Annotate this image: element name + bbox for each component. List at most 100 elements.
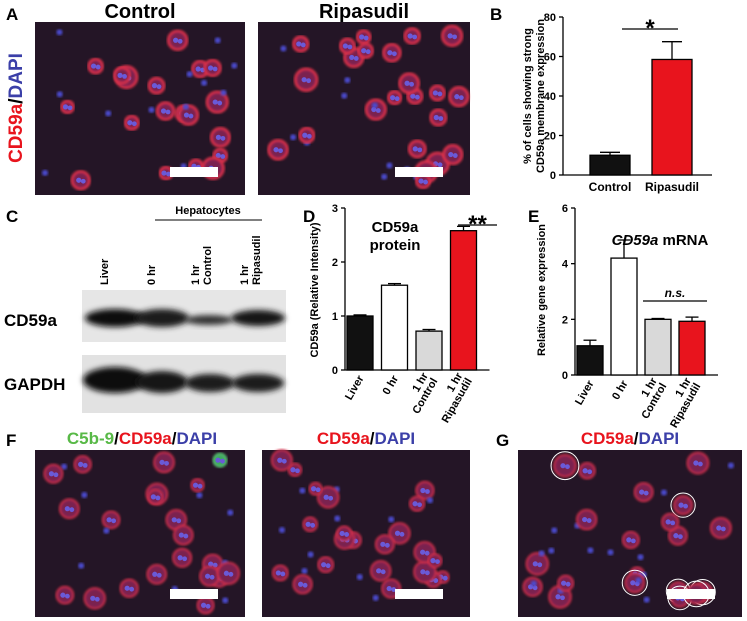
line: Control — [202, 246, 214, 285]
nucleus — [161, 170, 167, 176]
nucleus — [182, 556, 188, 562]
nucleus — [384, 542, 390, 548]
panel-label: C — [6, 207, 18, 226]
band — [185, 315, 233, 325]
nucleus — [215, 134, 222, 140]
nucleus — [278, 148, 283, 154]
group-label: Hepatocytes — [175, 205, 240, 217]
nucleus — [418, 178, 424, 184]
y-tick-label: 80 — [544, 12, 556, 24]
stain-part: DAPI — [6, 53, 27, 98]
image-title: Control — [104, 1, 175, 23]
nucleus — [424, 550, 430, 556]
nucleus — [339, 530, 345, 537]
nucleus — [208, 561, 214, 567]
nucleus — [420, 549, 426, 555]
nucleus — [371, 102, 378, 109]
nucleus — [356, 573, 363, 580]
nucleus — [582, 516, 588, 523]
nucleus — [64, 593, 70, 599]
nucleus — [212, 99, 218, 105]
nucleus — [342, 43, 348, 49]
nucleus — [301, 77, 307, 83]
nucleus — [334, 515, 341, 522]
nucleus — [122, 73, 127, 79]
nucleus — [56, 91, 63, 98]
nucleus — [69, 507, 75, 513]
nucleus — [67, 105, 73, 111]
nucleus — [437, 162, 443, 168]
y-axis-label: Relative gene expression — [536, 224, 548, 356]
band — [83, 367, 147, 393]
nucleus — [156, 84, 162, 90]
bar — [576, 345, 604, 376]
nucleus — [381, 173, 388, 180]
nucleus — [164, 460, 169, 466]
x-tick-label: 1 hrRipasudil — [430, 370, 475, 425]
title-part: mRNA — [663, 232, 709, 249]
nucleus — [78, 562, 85, 569]
panel-label: B — [490, 5, 502, 24]
nucleus — [178, 532, 184, 538]
nucleus — [417, 147, 423, 153]
significance-label: * — [645, 15, 655, 42]
nucleus — [375, 108, 381, 113]
nucleus — [127, 120, 133, 126]
nucleus — [426, 497, 433, 504]
nucleus — [306, 78, 312, 84]
nucleus — [412, 34, 418, 40]
nucleus — [90, 63, 97, 69]
nucleus — [217, 100, 223, 106]
nucleus — [62, 104, 69, 110]
nucleus — [76, 177, 82, 183]
nucleus — [80, 178, 86, 184]
nucleus — [220, 89, 227, 96]
nucleus — [412, 501, 418, 507]
nucleus — [409, 81, 414, 87]
nucleus — [148, 106, 155, 113]
nucleus — [670, 520, 676, 526]
bar — [380, 284, 409, 371]
nucleus — [296, 41, 302, 47]
nucleus — [223, 570, 229, 576]
nucleus — [532, 561, 538, 567]
y-axis-label: % of cells showing strong — [522, 28, 534, 164]
nucleus — [295, 468, 300, 474]
nucleus — [111, 518, 117, 524]
nucleus — [716, 525, 722, 531]
y-tick-label: 6 — [562, 203, 568, 215]
nucleus — [448, 151, 454, 158]
panel-label: D — [303, 207, 315, 226]
nucleus — [424, 570, 430, 576]
stain-part: / — [634, 429, 639, 448]
nucleus — [386, 162, 393, 169]
x-tick-label: 1 hrControl — [401, 370, 441, 416]
scale-bar — [170, 167, 218, 177]
y-tick-label: 2 — [562, 314, 568, 326]
nucleus — [177, 555, 183, 561]
nucleus — [391, 51, 397, 57]
nucleus — [537, 562, 543, 568]
nucleus — [587, 547, 594, 554]
nucleus — [565, 581, 571, 587]
panel-label: G — [496, 431, 509, 450]
nucleus — [344, 77, 351, 84]
nucleus — [300, 42, 306, 48]
nucleus — [306, 133, 312, 139]
nucleus — [281, 458, 287, 464]
nucleus — [587, 469, 593, 475]
nucleus — [165, 109, 171, 115]
nucleus — [183, 533, 189, 539]
nucleus — [197, 483, 203, 489]
nucleus — [727, 462, 734, 469]
nucleus — [61, 463, 68, 470]
nucleus — [328, 495, 334, 501]
nucleus — [200, 602, 207, 608]
image-title: Ripasudil — [319, 1, 409, 23]
band — [185, 374, 235, 392]
nucleus — [48, 471, 55, 477]
nucleus — [414, 94, 420, 100]
stain-label: CD59a/DAPI — [6, 53, 27, 163]
line: 1 hr — [190, 264, 202, 285]
nucleus — [349, 54, 355, 61]
